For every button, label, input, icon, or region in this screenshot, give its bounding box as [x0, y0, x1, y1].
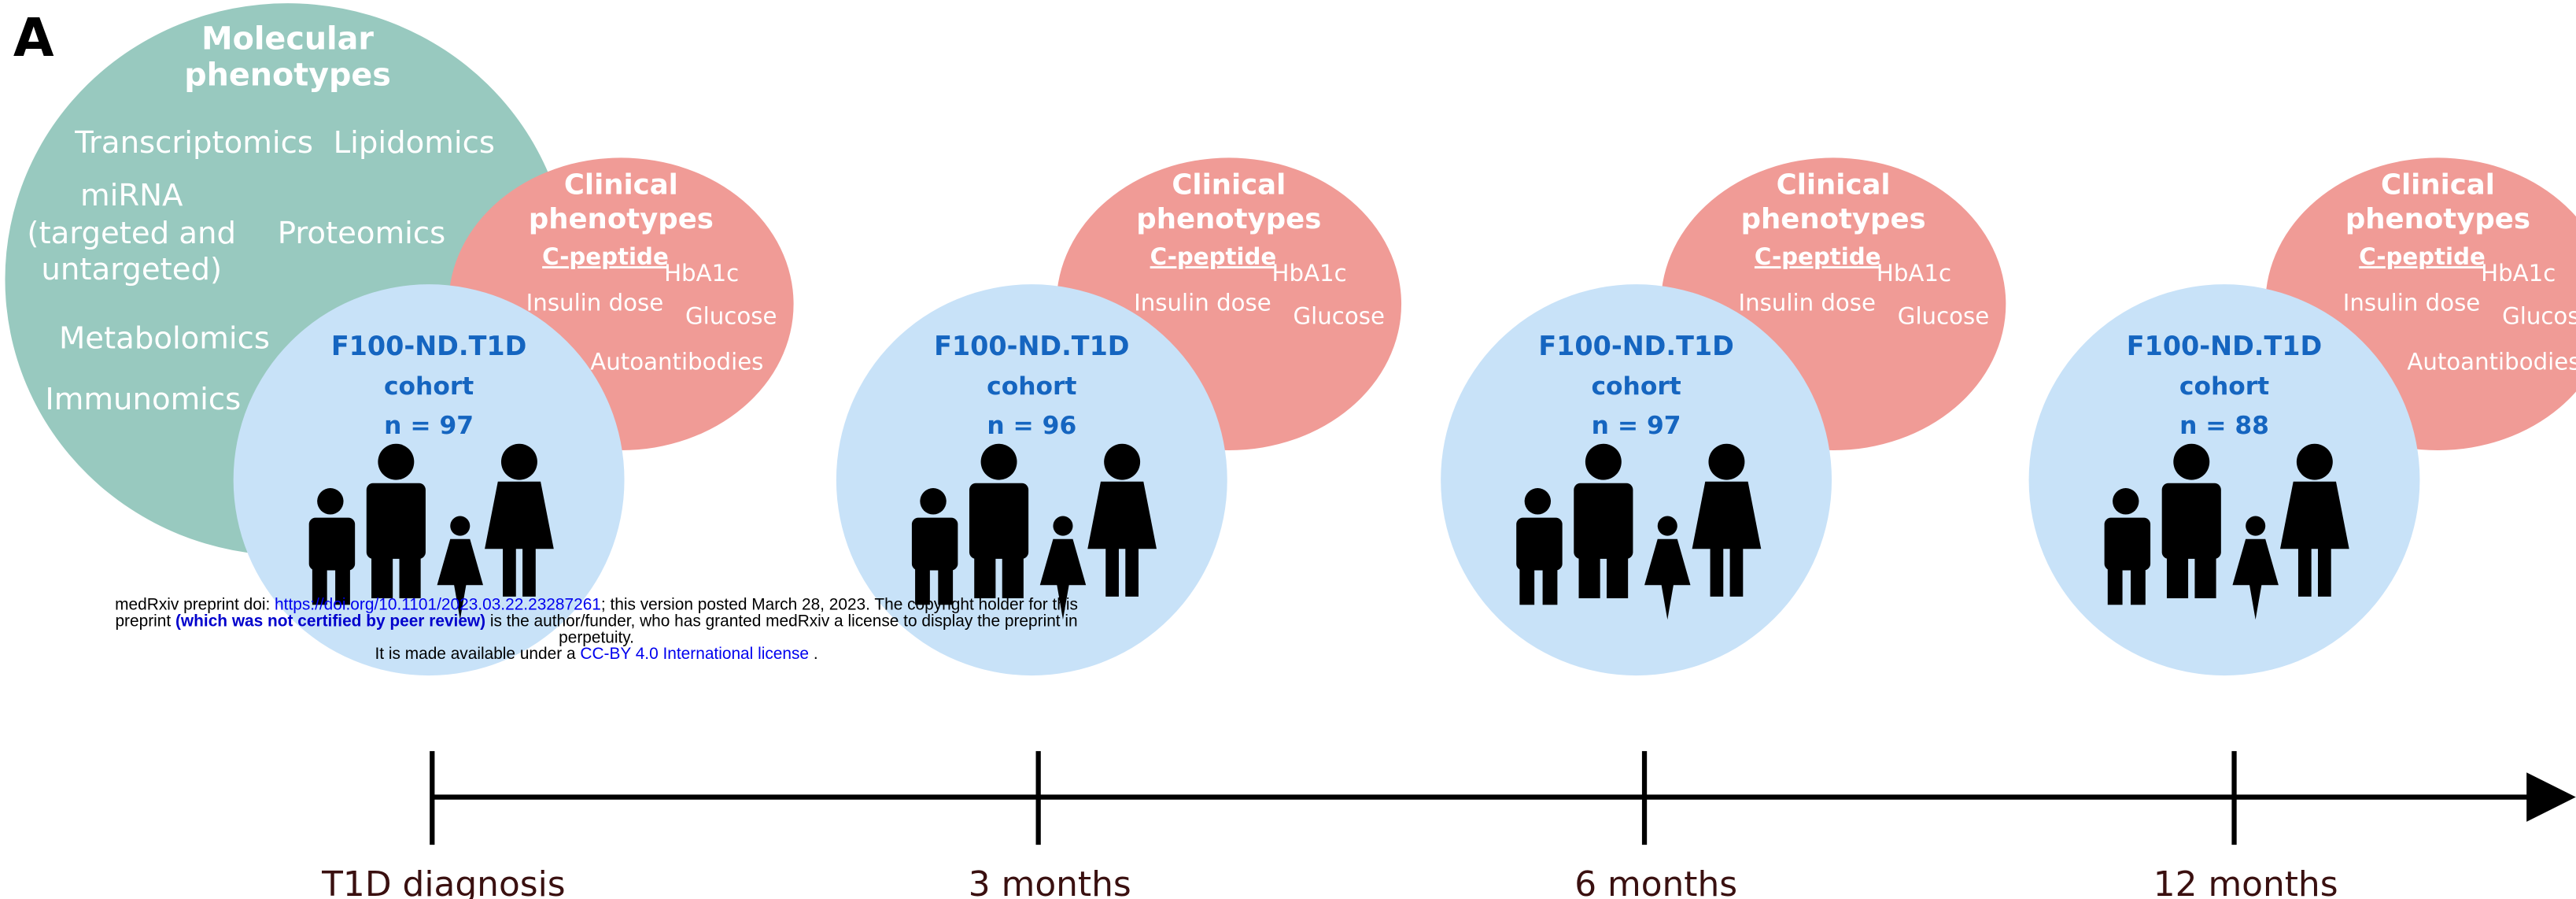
molecular-item: Proteomics — [278, 216, 445, 251]
cohort-name: F100-ND.T1D — [2127, 331, 2322, 361]
molecular-item: Immunomics — [45, 382, 241, 417]
clinical-item: Autoantibodies — [590, 349, 763, 376]
cohort-label: cohort — [1591, 372, 1681, 401]
watermark-part: (which was not certified by peer review) — [175, 612, 485, 630]
clinical-item: Insulin dose — [1738, 290, 1876, 316]
molecular-item: untargeted) — [41, 252, 222, 287]
clinical-item: Autoantibodies — [2407, 349, 2576, 376]
molecular-item: Lipidomics — [334, 125, 495, 161]
clinical-item: HbA1c — [1272, 260, 1347, 287]
molecular-item: Transcriptomics — [74, 125, 313, 161]
watermark-line: It is made available under a CC-BY 4.0 I… — [375, 645, 817, 663]
watermark-part: CC-BY 4.0 International license — [580, 645, 809, 663]
watermark-part: https://doi.org/10.1101/2023.03.22.23287… — [275, 596, 601, 614]
clinical-item: C-peptide — [1755, 243, 1881, 270]
clinical-item: Glucose — [1898, 302, 1989, 329]
clinical-title: Clinical — [2381, 168, 2495, 201]
cohort-n: n = 96 — [987, 412, 1076, 440]
cohort-name: F100-ND.T1D — [1538, 331, 1733, 361]
time-label: 3 months — [969, 864, 1131, 899]
clinical-item: Insulin dose — [2343, 290, 2481, 316]
cohort-name: F100-ND.T1D — [934, 331, 1129, 361]
clinical-title: Clinical — [1172, 168, 1286, 201]
clinical-item: Insulin dose — [1134, 290, 1271, 316]
cohort-label: cohort — [2179, 372, 2269, 401]
cohort-label: cohort — [987, 372, 1076, 401]
time-label: 6 months — [1574, 864, 1737, 899]
cohort-layer: F100-ND.T1D cohort n = 97 F100-ND.T1D cohort… — [233, 284, 2420, 676]
watermark-part: preprint — [115, 612, 175, 630]
clinical-title: phenotypes — [529, 203, 714, 235]
cohort-label: cohort — [384, 372, 474, 401]
molecular-item: Metabolomics — [59, 321, 270, 357]
clinical-item: Glucose — [1294, 302, 1385, 329]
clinical-item: Insulin dose — [526, 290, 664, 316]
panel-label: A — [13, 7, 54, 68]
watermark-part: is the author/funder, who has granted me… — [485, 612, 1078, 630]
molecular-title: phenotypes — [184, 57, 391, 94]
watermark-line: medRxiv preprint doi: https://doi.org/10… — [115, 596, 1078, 614]
molecular-item: miRNA — [80, 178, 183, 213]
clinical-item: HbA1c — [2481, 260, 2556, 287]
clinical-item: C-peptide — [2359, 243, 2486, 270]
clinical-item: Glucose — [2502, 302, 2576, 329]
cohort-n: n = 97 — [384, 412, 474, 440]
clinical-item: C-peptide — [542, 243, 669, 270]
molecular-title: Molecular — [201, 21, 374, 57]
clinical-item: C-peptide — [1150, 243, 1277, 270]
time-label: T1D diagnosis — [321, 864, 565, 899]
cohort-name: F100-ND.T1D — [331, 331, 526, 361]
watermark-part: It is made available under a — [375, 645, 580, 663]
watermark-part: ; this version posted March 28, 2023. Th… — [601, 596, 1078, 614]
clinical-title: phenotypes — [1136, 203, 1321, 235]
clinical-title: Clinical — [1777, 168, 1891, 201]
time-label: 12 months — [2153, 864, 2338, 899]
cohort-n: n = 88 — [2179, 412, 2269, 440]
clinical-item: HbA1c — [1877, 260, 1951, 287]
clinical-item: HbA1c — [664, 260, 739, 287]
watermark-line: perpetuity. — [559, 628, 634, 646]
clinical-item: Glucose — [685, 302, 777, 329]
clinical-title: Clinical — [564, 168, 678, 201]
cohort-n: n = 97 — [1592, 412, 1681, 440]
watermark-part: . — [809, 645, 818, 663]
clinical-title: phenotypes — [2345, 203, 2530, 235]
watermark-line: preprint (which was not certified by pee… — [115, 612, 1077, 630]
clinical-title: phenotypes — [1741, 203, 1926, 235]
molecular-item: (targeted and — [27, 216, 236, 251]
watermark-part: medRxiv preprint doi: — [115, 596, 275, 614]
